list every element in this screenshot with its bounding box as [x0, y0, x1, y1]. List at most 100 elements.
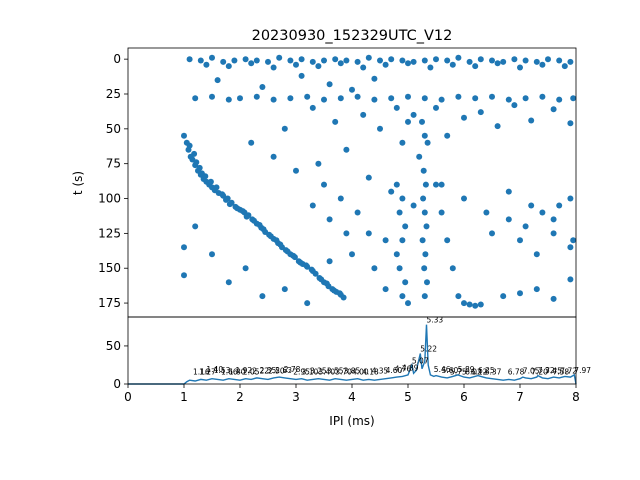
scatter-point — [192, 223, 199, 230]
scatter-point — [399, 237, 406, 244]
scatter-point — [466, 301, 473, 308]
scatter-point — [343, 230, 350, 237]
y-tick-label: 0 — [113, 377, 121, 391]
scatter-point — [260, 226, 267, 233]
scatter-point — [421, 95, 428, 102]
peak-label: 2.95 — [293, 367, 310, 376]
scatter-point — [270, 153, 277, 160]
scatter-point — [192, 95, 199, 102]
y-tick-label: 50 — [106, 122, 121, 136]
scatter-point — [472, 302, 479, 309]
scatter-point — [556, 202, 563, 209]
scatter-point — [405, 300, 411, 307]
x-tick-label: 6 — [460, 390, 468, 404]
scatter-point — [424, 279, 430, 286]
scatter-point — [505, 216, 512, 223]
scatter-point — [517, 64, 523, 71]
scatter-point — [402, 223, 409, 230]
peak-label: 5.07 — [412, 357, 429, 366]
scatter-point — [528, 117, 535, 124]
scatter-point — [396, 209, 403, 216]
scatter-point — [242, 56, 249, 63]
scatter-point — [293, 61, 299, 68]
scatter-point — [354, 93, 361, 100]
scatter-point — [449, 265, 456, 272]
peak-label: 2.63 — [275, 366, 292, 375]
scatter-point — [225, 279, 232, 286]
scatter-point — [304, 300, 311, 307]
scatter-point — [186, 56, 193, 63]
scatter-point — [382, 237, 389, 244]
scatter-point — [256, 222, 263, 228]
scatter-point — [219, 191, 226, 198]
scatter-point — [181, 272, 187, 279]
scatter-point — [315, 63, 322, 70]
peak-label: 6.78 — [508, 367, 525, 376]
scatter-point — [248, 139, 255, 146]
scatter-point — [477, 56, 484, 63]
scatter-point — [298, 56, 305, 63]
scatter-point — [421, 57, 428, 64]
scatter-point — [399, 57, 406, 64]
scatter-point — [472, 95, 479, 102]
peak-label: 2.78 — [284, 365, 301, 374]
scatter-point — [220, 58, 227, 65]
scatter-point — [494, 123, 501, 130]
scatter-point — [494, 60, 501, 67]
y-tick-label: 50 — [106, 339, 121, 353]
peak-label: 6.37 — [485, 367, 502, 376]
peak-label: 4.60 — [386, 366, 403, 375]
scatter-point — [483, 209, 490, 216]
scatter-point — [337, 95, 344, 102]
scatter-point — [399, 293, 406, 300]
scatter-point — [421, 209, 428, 216]
scatter-point — [281, 286, 288, 293]
x-tick-label: 4 — [348, 390, 356, 404]
scatter-point — [304, 93, 311, 100]
scatter-point — [393, 251, 400, 258]
scatter-point — [402, 279, 409, 286]
scatter-point — [332, 118, 339, 125]
scatter-point — [567, 276, 574, 283]
scatter-point — [421, 132, 428, 139]
y-tick-label: 75 — [106, 157, 121, 171]
scatter-point — [539, 61, 546, 68]
scatter-point — [207, 178, 214, 185]
scatter-point — [500, 58, 507, 65]
scatter-point — [248, 60, 255, 67]
y-tick-label: 125 — [98, 226, 121, 240]
peak-label: 1.66 — [221, 367, 238, 376]
scatter-point — [550, 216, 557, 223]
x-tick-label: 5 — [404, 390, 412, 404]
scatter-point — [225, 96, 232, 103]
scatter-point — [253, 93, 260, 100]
scatter-point — [399, 195, 406, 202]
scatter-point — [399, 139, 406, 146]
scatter-point — [315, 160, 322, 167]
scatter-point — [449, 61, 456, 68]
scatter-point — [444, 132, 451, 139]
scatter-point — [393, 104, 400, 111]
x-tick-label: 1 — [180, 390, 188, 404]
scatter-point — [226, 201, 233, 208]
scatter-point — [343, 146, 350, 153]
scatter-point — [214, 77, 221, 84]
peak-label: 7.20 — [531, 367, 548, 376]
histogram-x-ticks: 0 1 2 3 4 5 6 7 8 — [124, 384, 580, 404]
x-tick-label: 3 — [292, 390, 300, 404]
scatter-point — [321, 96, 327, 103]
scatter-point — [309, 202, 316, 209]
scatter-point — [290, 252, 297, 259]
scatter-point — [181, 244, 187, 251]
scatter-point — [202, 173, 209, 180]
scatter-point — [556, 96, 563, 103]
peak-label: 5.75 — [450, 367, 467, 376]
scatter-point — [337, 195, 344, 202]
scatter-point — [298, 72, 305, 79]
scatter-point — [273, 237, 280, 244]
peak-label: 4.89 — [402, 364, 419, 373]
scatter-point — [323, 280, 330, 287]
scatter-point — [444, 57, 451, 64]
scatter-point — [321, 181, 327, 188]
